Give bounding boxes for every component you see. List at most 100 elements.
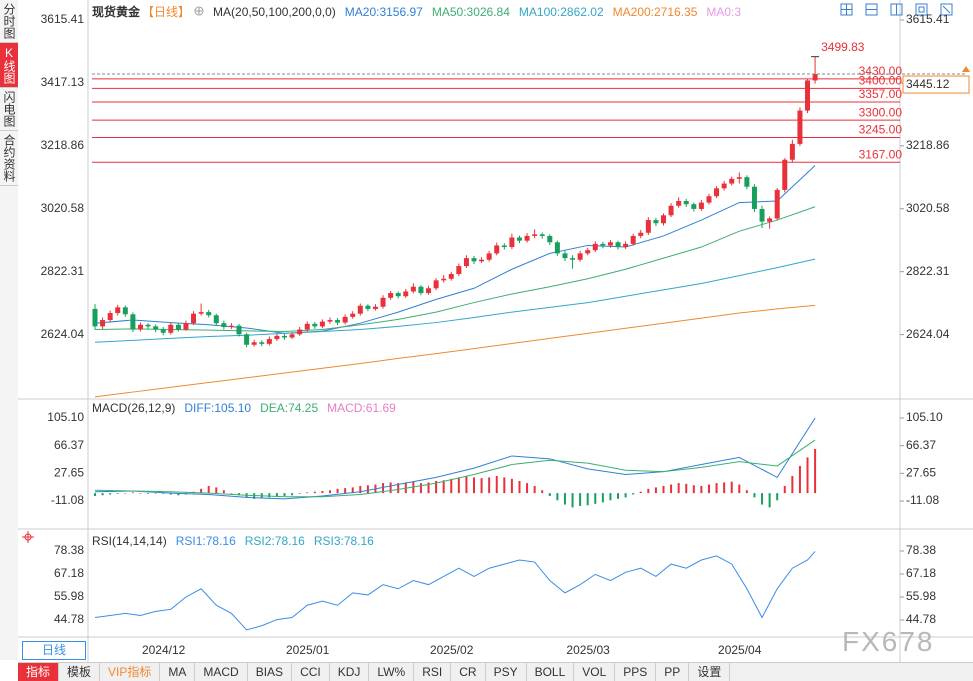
toolbar-tab[interactable]: 模板 <box>59 663 101 681</box>
macd-bar <box>207 485 210 494</box>
candle-body <box>547 235 553 243</box>
legend-entry: MA200:2716.35 <box>612 5 698 19</box>
toolbar-tab[interactable]: PSY <box>486 663 527 681</box>
sidebar-tab[interactable]: 闪电图 <box>0 88 18 131</box>
candle-body <box>342 316 348 323</box>
y-tick-label-left: 3218.86 <box>41 138 85 152</box>
candle-body <box>289 334 295 338</box>
candle-body <box>554 242 560 254</box>
watermark: FX678 <box>842 626 935 657</box>
candle-body <box>335 320 341 323</box>
candle-body <box>403 291 409 297</box>
macd-bar <box>738 484 741 494</box>
candle-body <box>350 313 356 317</box>
ma-line <box>94 258 816 343</box>
sidebar-tab[interactable]: 合约资料 <box>0 131 18 186</box>
candle-body <box>175 324 181 330</box>
y-tick-label-right: 44.78 <box>906 612 936 626</box>
macd-bar <box>677 483 680 494</box>
sidebar-tab[interactable]: 分时图 <box>0 0 18 43</box>
macd-bar <box>533 485 536 494</box>
candle-body <box>160 329 166 333</box>
y-tick-label-right: 67.18 <box>906 566 936 580</box>
candle-body <box>380 297 386 307</box>
candle-body <box>691 204 697 209</box>
toolbar-tab[interactable]: 指标 <box>18 663 60 681</box>
y-tick-label-left: 55.98 <box>54 589 84 603</box>
legend-entry: RSI2:78.16 <box>244 534 305 548</box>
toolbar-tab[interactable]: BOLL <box>527 663 575 681</box>
candle-body <box>805 80 811 111</box>
candle-body <box>714 188 720 197</box>
toolbar-tab[interactable]: KDJ <box>330 663 370 681</box>
toolbar-tab[interactable]: VOL <box>574 663 616 681</box>
y-tick-label-right: 27.65 <box>906 466 936 480</box>
macd-bar <box>495 475 498 494</box>
candle-body <box>395 293 401 297</box>
macd-bar <box>313 491 316 494</box>
toolbar-icons[interactable] <box>840 3 953 16</box>
candle-body <box>448 274 454 279</box>
candle-body <box>638 232 644 236</box>
macd-bar <box>328 490 331 494</box>
macd-bar <box>541 490 544 494</box>
candle-body <box>228 325 234 328</box>
settings-icon[interactable] <box>194 5 204 19</box>
toolbar-tab[interactable]: CCI <box>292 663 330 681</box>
toolbar-tab[interactable]: MACD <box>195 663 248 681</box>
macd-bar <box>366 485 369 494</box>
legend-entry: MA50:3026.84 <box>431 5 510 19</box>
macd-bar <box>723 482 726 494</box>
macd-bar <box>783 485 786 494</box>
macd-bar <box>526 483 529 494</box>
candle-body <box>486 253 492 260</box>
toolbar-tab[interactable]: BIAS <box>248 663 293 681</box>
candle-body <box>198 312 204 314</box>
toolbar-tab[interactable]: PPS <box>615 663 657 681</box>
macd-bar <box>753 493 756 498</box>
macd-bar <box>389 482 392 494</box>
chart: 3615.413615.413417.133417.133218.863218.… <box>18 0 973 662</box>
macd-bar <box>291 493 294 496</box>
y-tick-label-left: 3020.58 <box>41 201 85 215</box>
macd-bar <box>730 481 733 494</box>
x-tick-label: 2025/01 <box>286 643 330 657</box>
toolbar-tab[interactable]: PP <box>656 663 690 681</box>
ma-line <box>94 165 816 334</box>
period-box[interactable]: 日线 <box>22 641 86 660</box>
candle-body <box>645 220 651 233</box>
macd-bar <box>806 457 809 494</box>
sidebar: 分时图 K线图 闪电图 合约资料 <box>0 0 19 660</box>
candle-body <box>607 242 613 246</box>
macd-bar <box>147 493 150 494</box>
rsi-header: RSI(14,14,14) RSI1:78.16 RSI2:78.16 RSI3:78… <box>92 534 383 548</box>
macd-header: MACD(26,12,9) DIFF:105.10 DEA:74.25 MACD:61… <box>92 401 405 415</box>
candle-body <box>259 342 265 344</box>
toolbar-tab[interactable]: LW% <box>369 663 415 681</box>
toolbar-tab[interactable]: 设置 <box>689 663 731 681</box>
macd-bar <box>139 493 142 494</box>
macd-bar <box>457 477 460 494</box>
legend-entry: MA0:3 <box>706 5 742 19</box>
toolbar-tab[interactable]: VIP指标 <box>100 663 161 681</box>
macd-bar <box>321 490 324 494</box>
macd-bar <box>571 493 574 508</box>
y-tick-label-left: 2822.31 <box>41 264 85 278</box>
candle-body <box>418 286 424 294</box>
candle-body <box>736 177 742 179</box>
candle-body <box>577 253 583 260</box>
macd-bar <box>624 493 627 498</box>
candle-body <box>789 143 795 160</box>
toolbar-tab[interactable]: CR <box>451 663 486 681</box>
macd-bar <box>692 485 695 494</box>
macd-bar <box>215 487 218 494</box>
x-tick-label: 2025/02 <box>430 643 474 657</box>
toolbar-tab[interactable]: MA <box>160 663 196 681</box>
toolbar-tab[interactable]: RSI <box>414 663 452 681</box>
macd-bar <box>154 493 157 494</box>
sidebar-tab[interactable]: K线图 <box>0 43 18 88</box>
indicator-title: MACD(26,12,9) <box>92 401 176 415</box>
candle-body <box>661 215 666 224</box>
macd-bar <box>639 491 642 494</box>
candle-body <box>532 234 538 236</box>
